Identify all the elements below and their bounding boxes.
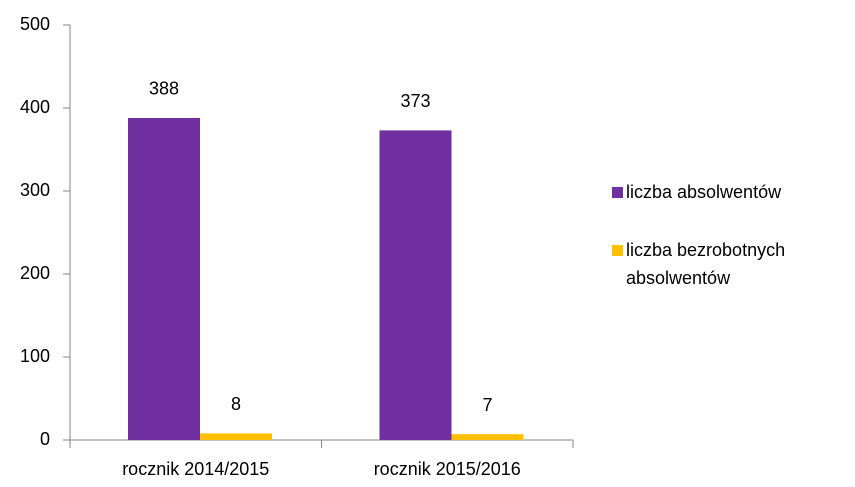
y-tick-label: 0 xyxy=(40,429,50,449)
data-label: 373 xyxy=(400,91,430,111)
y-tick-label: 100 xyxy=(20,346,50,366)
data-label: 8 xyxy=(231,394,241,414)
legend-item: liczba absolwentów xyxy=(612,178,852,206)
bar xyxy=(379,130,452,440)
x-tick-label: rocznik 2014/2015 xyxy=(122,459,269,479)
y-tick-label: 400 xyxy=(20,97,50,117)
bar xyxy=(451,434,524,440)
legend-label: liczba bezrobotnych absolwentów xyxy=(626,240,786,288)
data-label: 388 xyxy=(149,79,179,99)
bar xyxy=(200,433,272,440)
legend-swatch xyxy=(612,245,623,256)
legend-label: liczba absolwentów xyxy=(626,182,782,202)
y-tick-label: 500 xyxy=(20,14,50,34)
y-tick-label: 300 xyxy=(20,180,50,200)
legend-item: liczba bezrobotnych absolwentów xyxy=(612,236,852,292)
bar xyxy=(128,117,200,441)
legend-swatch xyxy=(612,187,623,198)
y-tick-label: 200 xyxy=(20,263,50,283)
x-tick-label: rocznik 2015/2016 xyxy=(374,459,521,479)
legend: liczba absolwentów liczba bezrobotnych ab… xyxy=(612,178,852,322)
data-label: 7 xyxy=(482,395,492,415)
